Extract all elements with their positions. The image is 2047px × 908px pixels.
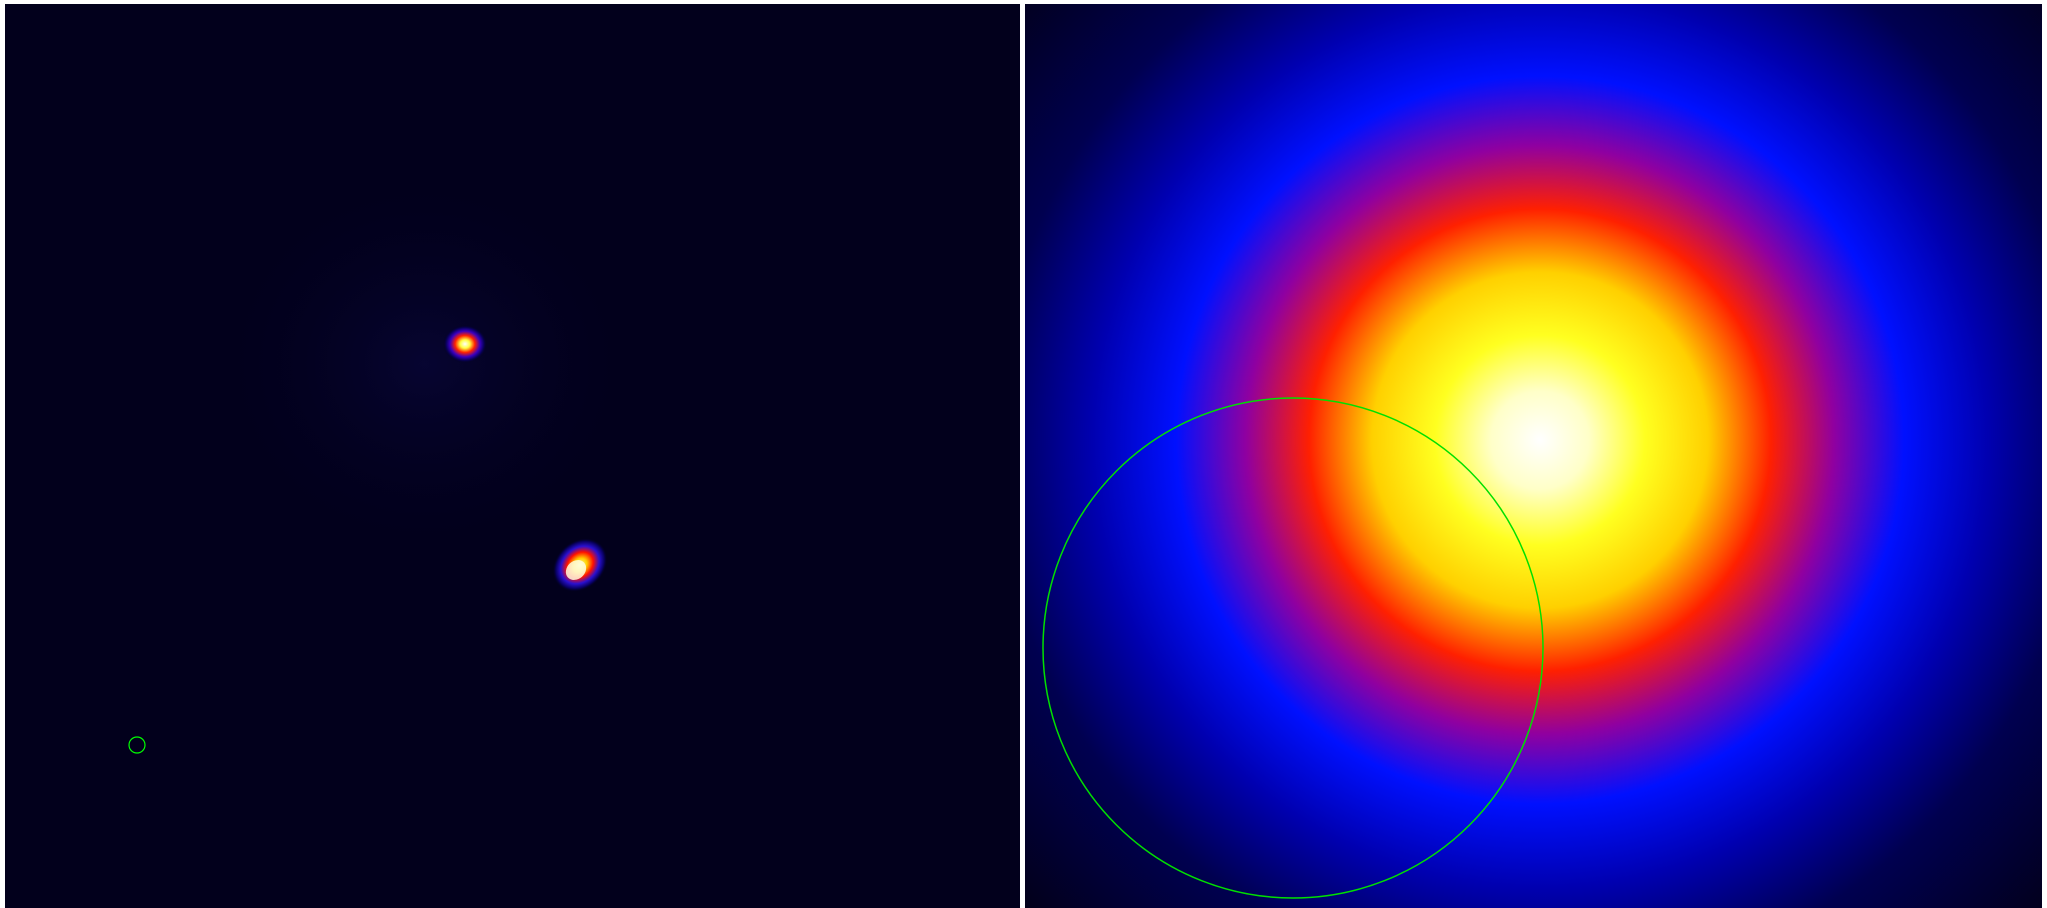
right-image-canvas xyxy=(1025,4,2042,908)
bright-compact-source-upper xyxy=(443,325,487,363)
sidelobe-halo xyxy=(205,164,645,564)
left-image-canvas xyxy=(128,164,645,754)
region-marker-circle-small[interactable] xyxy=(128,736,146,754)
extended-diffuse-source xyxy=(1025,4,2042,908)
bright-compact-source-lower xyxy=(552,538,608,592)
right-image-panel[interactable] xyxy=(1025,4,2042,908)
left-image-panel[interactable] xyxy=(5,4,1020,908)
region-marker-circle-large[interactable] xyxy=(1042,397,1544,899)
